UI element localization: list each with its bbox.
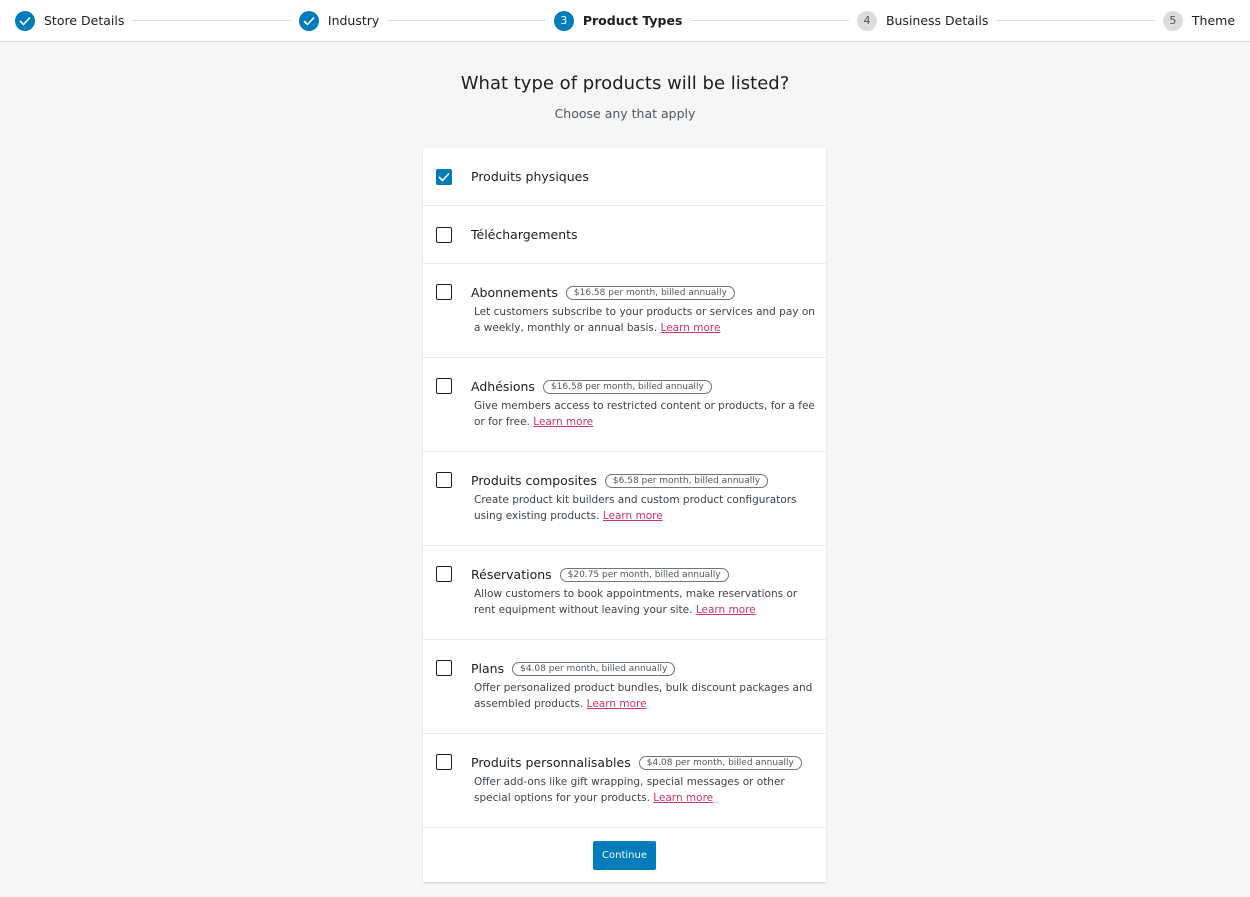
checkbox[interactable]	[436, 378, 452, 394]
price-badge: $6.58 per month, billed annually	[604, 473, 769, 488]
continue-button[interactable]: Continue	[593, 840, 656, 870]
step-label: Store Details	[44, 13, 125, 28]
page-subtitle: Choose any that apply	[554, 106, 696, 121]
step-number: 3	[553, 10, 574, 31]
option-description: Give members access to restricted conten…	[474, 400, 815, 428]
checkbox[interactable]	[436, 168, 452, 185]
step-industry: Industry	[298, 10, 380, 31]
check-icon	[298, 10, 319, 31]
product-type-option[interactable]: Abonnements $16.58 per month, billed annu…	[423, 264, 826, 358]
option-label: Plans	[471, 661, 505, 676]
product-type-option[interactable]: Réservations $20.75 per month, billed ann…	[423, 546, 826, 640]
price-badge: $4.08 per month, billed annually	[638, 755, 802, 770]
price-badge: $4.08 per month, billed annually	[512, 661, 676, 676]
checkbox[interactable]	[436, 284, 452, 300]
product-type-option[interactable]: Adhésions $16.58 per month, billed annual…	[423, 358, 826, 452]
step-label: Theme	[1191, 13, 1236, 28]
step-store-details: Store Details	[15, 10, 125, 31]
check-icon	[15, 10, 35, 31]
option-label: Abonnements	[471, 285, 558, 300]
option-description: Create product kit builders and custom p…	[474, 494, 797, 522]
checkbox[interactable]	[436, 754, 452, 770]
checkbox[interactable]	[436, 566, 452, 582]
step-connector	[387, 20, 546, 21]
step-business-details: 4 Business Details	[856, 10, 989, 31]
option-label: Adhésions	[471, 379, 535, 394]
step-label: Product Types	[582, 13, 683, 28]
product-type-option[interactable]: Produits physiques	[423, 148, 826, 206]
product-type-option[interactable]: Produits personnalisables $4.08 per month…	[423, 734, 826, 828]
product-type-option[interactable]: Téléchargements	[423, 206, 826, 264]
option-description: Let customers subscribe to your products…	[474, 306, 815, 334]
learn-more-link[interactable]: Learn more	[695, 604, 756, 616]
learn-more-link[interactable]: Learn more	[602, 510, 663, 522]
step-connector	[132, 20, 291, 21]
stepper: Store Details Industry 3 Product Types 4 Busi…	[0, 0, 1250, 42]
product-type-option[interactable]: Produits composites $6.58 per month, bill…	[423, 452, 826, 546]
page-title: What type of products will be listed?	[460, 73, 790, 94]
product-type-option[interactable]: Plans $4.08 per month, billed annually Off…	[423, 640, 826, 734]
price-badge: $16.58 per month, billed annually	[542, 379, 712, 394]
checkbox[interactable]	[436, 472, 452, 488]
step-number: 4	[856, 10, 877, 31]
option-label: Réservations	[471, 567, 552, 582]
option-label: Produits physiques	[471, 169, 589, 184]
price-badge: $16.58 per month, billed annually	[565, 285, 735, 300]
learn-more-link[interactable]: Learn more	[586, 698, 647, 710]
step-product-types: 3 Product Types	[553, 10, 683, 31]
product-types-card: Produits physiques Téléchargements Abonnem…	[423, 148, 826, 882]
option-label: Téléchargements	[471, 227, 578, 242]
option-description: Offer personalized product bundles, bulk…	[474, 682, 813, 710]
learn-more-link[interactable]: Learn more	[660, 322, 721, 334]
learn-more-link[interactable]: Learn more	[533, 416, 594, 428]
step-theme: 5 Theme	[1162, 10, 1236, 31]
step-label: Industry	[327, 13, 380, 28]
checkbox[interactable]	[436, 226, 452, 243]
step-connector	[690, 20, 849, 21]
price-badge: $20.75 per month, billed annually	[559, 567, 729, 582]
option-label: Produits composites	[471, 473, 597, 488]
step-number: 5	[1162, 10, 1183, 31]
step-label: Business Details	[885, 13, 989, 28]
option-label: Produits personnalisables	[471, 755, 631, 770]
step-connector	[996, 20, 1155, 21]
learn-more-link[interactable]: Learn more	[653, 792, 714, 804]
checkbox[interactable]	[436, 660, 452, 676]
option-description: Offer add-ons like gift wrapping, specia…	[474, 776, 785, 804]
option-description: Allow customers to book appointments, ma…	[474, 588, 798, 616]
